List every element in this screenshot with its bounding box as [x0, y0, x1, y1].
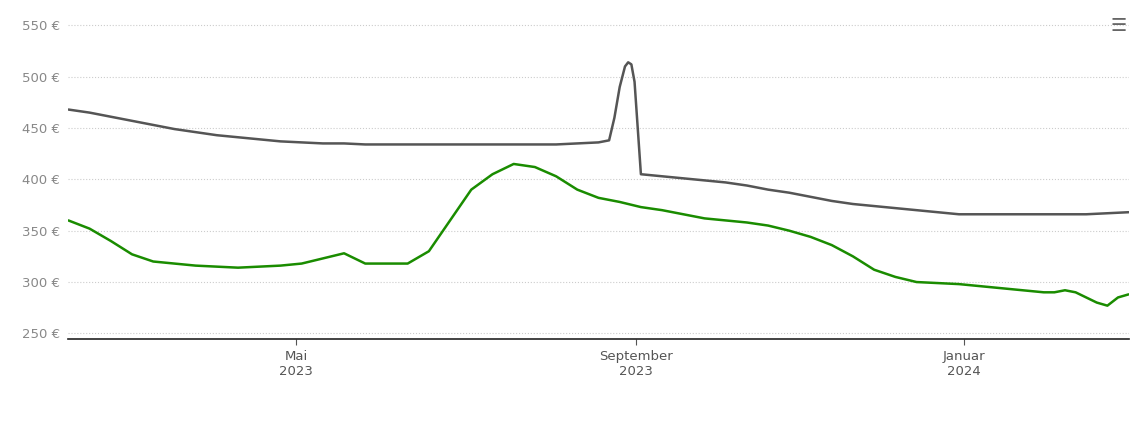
Text: ☰: ☰: [1110, 17, 1126, 35]
Legend: lose Ware, Sackware: lose Ware, Sackware: [480, 430, 717, 434]
